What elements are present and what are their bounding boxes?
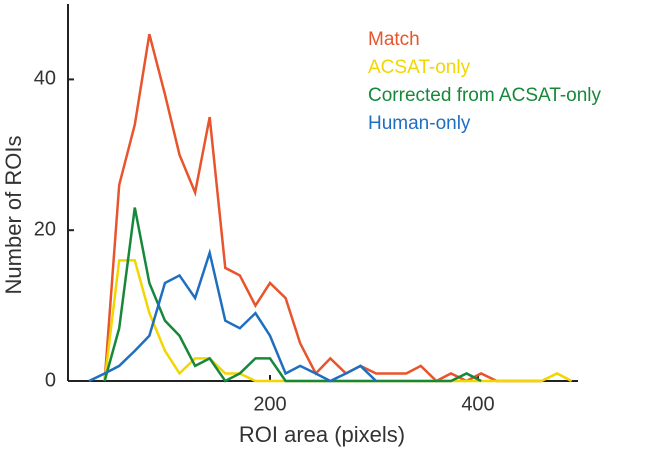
y-tick-label: 0 (45, 369, 56, 391)
x-tick-label: 200 (253, 393, 286, 415)
legend-entry: Corrected from ACSAT-only (368, 85, 602, 106)
y-axis-label: Number of ROIs (1, 136, 26, 295)
series-line (88, 248, 377, 383)
legend-entry: Match (368, 29, 420, 50)
legend-entry: Human-only (368, 113, 471, 134)
y-tick-label: 40 (34, 68, 56, 90)
legend-entry: ACSAT-only (368, 57, 471, 78)
y-tick-label: 20 (34, 218, 56, 240)
x-tick-label: 400 (461, 393, 494, 415)
x-axis-label: ROI area (pixels) (239, 422, 405, 447)
series-line (103, 207, 482, 383)
series-line (103, 33, 542, 383)
